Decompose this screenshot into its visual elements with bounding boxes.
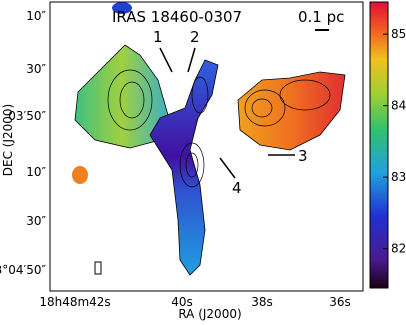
- x-tick-label: 18h48m42s: [39, 295, 110, 309]
- filament: [149, 59, 219, 276]
- right-clump: [237, 71, 346, 151]
- y-tick-label: 10″: [26, 9, 46, 23]
- annotation: 3: [298, 147, 308, 165]
- x-tick-label: 36s: [329, 295, 351, 309]
- title: IRAS 18460-0307: [112, 8, 242, 26]
- annotation: 1: [153, 28, 163, 46]
- map: [72, 2, 346, 276]
- y-tick-label: 10″: [26, 165, 46, 179]
- small-clump: [112, 2, 132, 14]
- y-tick-label: 03′50″: [8, 109, 46, 123]
- x-tick-label: 38s: [251, 295, 273, 309]
- x-tick-label: 40s: [171, 295, 193, 309]
- small-clump: [72, 166, 88, 184]
- contours: [107, 69, 331, 188]
- colorbar-tick-label: 83: [391, 170, 406, 184]
- y-tick-label: −03°04′50″: [0, 263, 47, 277]
- annotation: 2: [190, 28, 200, 46]
- y-tick-label: 30″: [26, 62, 46, 76]
- colorbar-tick-label: 84: [391, 99, 406, 113]
- x-axis-label: RA (J2000): [178, 307, 241, 321]
- scale-bar-label: 0.1 pc: [298, 8, 344, 26]
- y-axis-label: DEC (J2000): [1, 104, 15, 176]
- annotation: 4: [232, 179, 242, 197]
- colorbar-tick-label: 82: [391, 242, 406, 256]
- y-tick-label: 30″: [26, 214, 46, 228]
- plot-frame: [49, 1, 364, 292]
- colorbar-tick-label: 85: [391, 27, 406, 41]
- arrows: [159, 47, 295, 179]
- beam: [94, 261, 102, 275]
- colorbar: [369, 1, 389, 289]
